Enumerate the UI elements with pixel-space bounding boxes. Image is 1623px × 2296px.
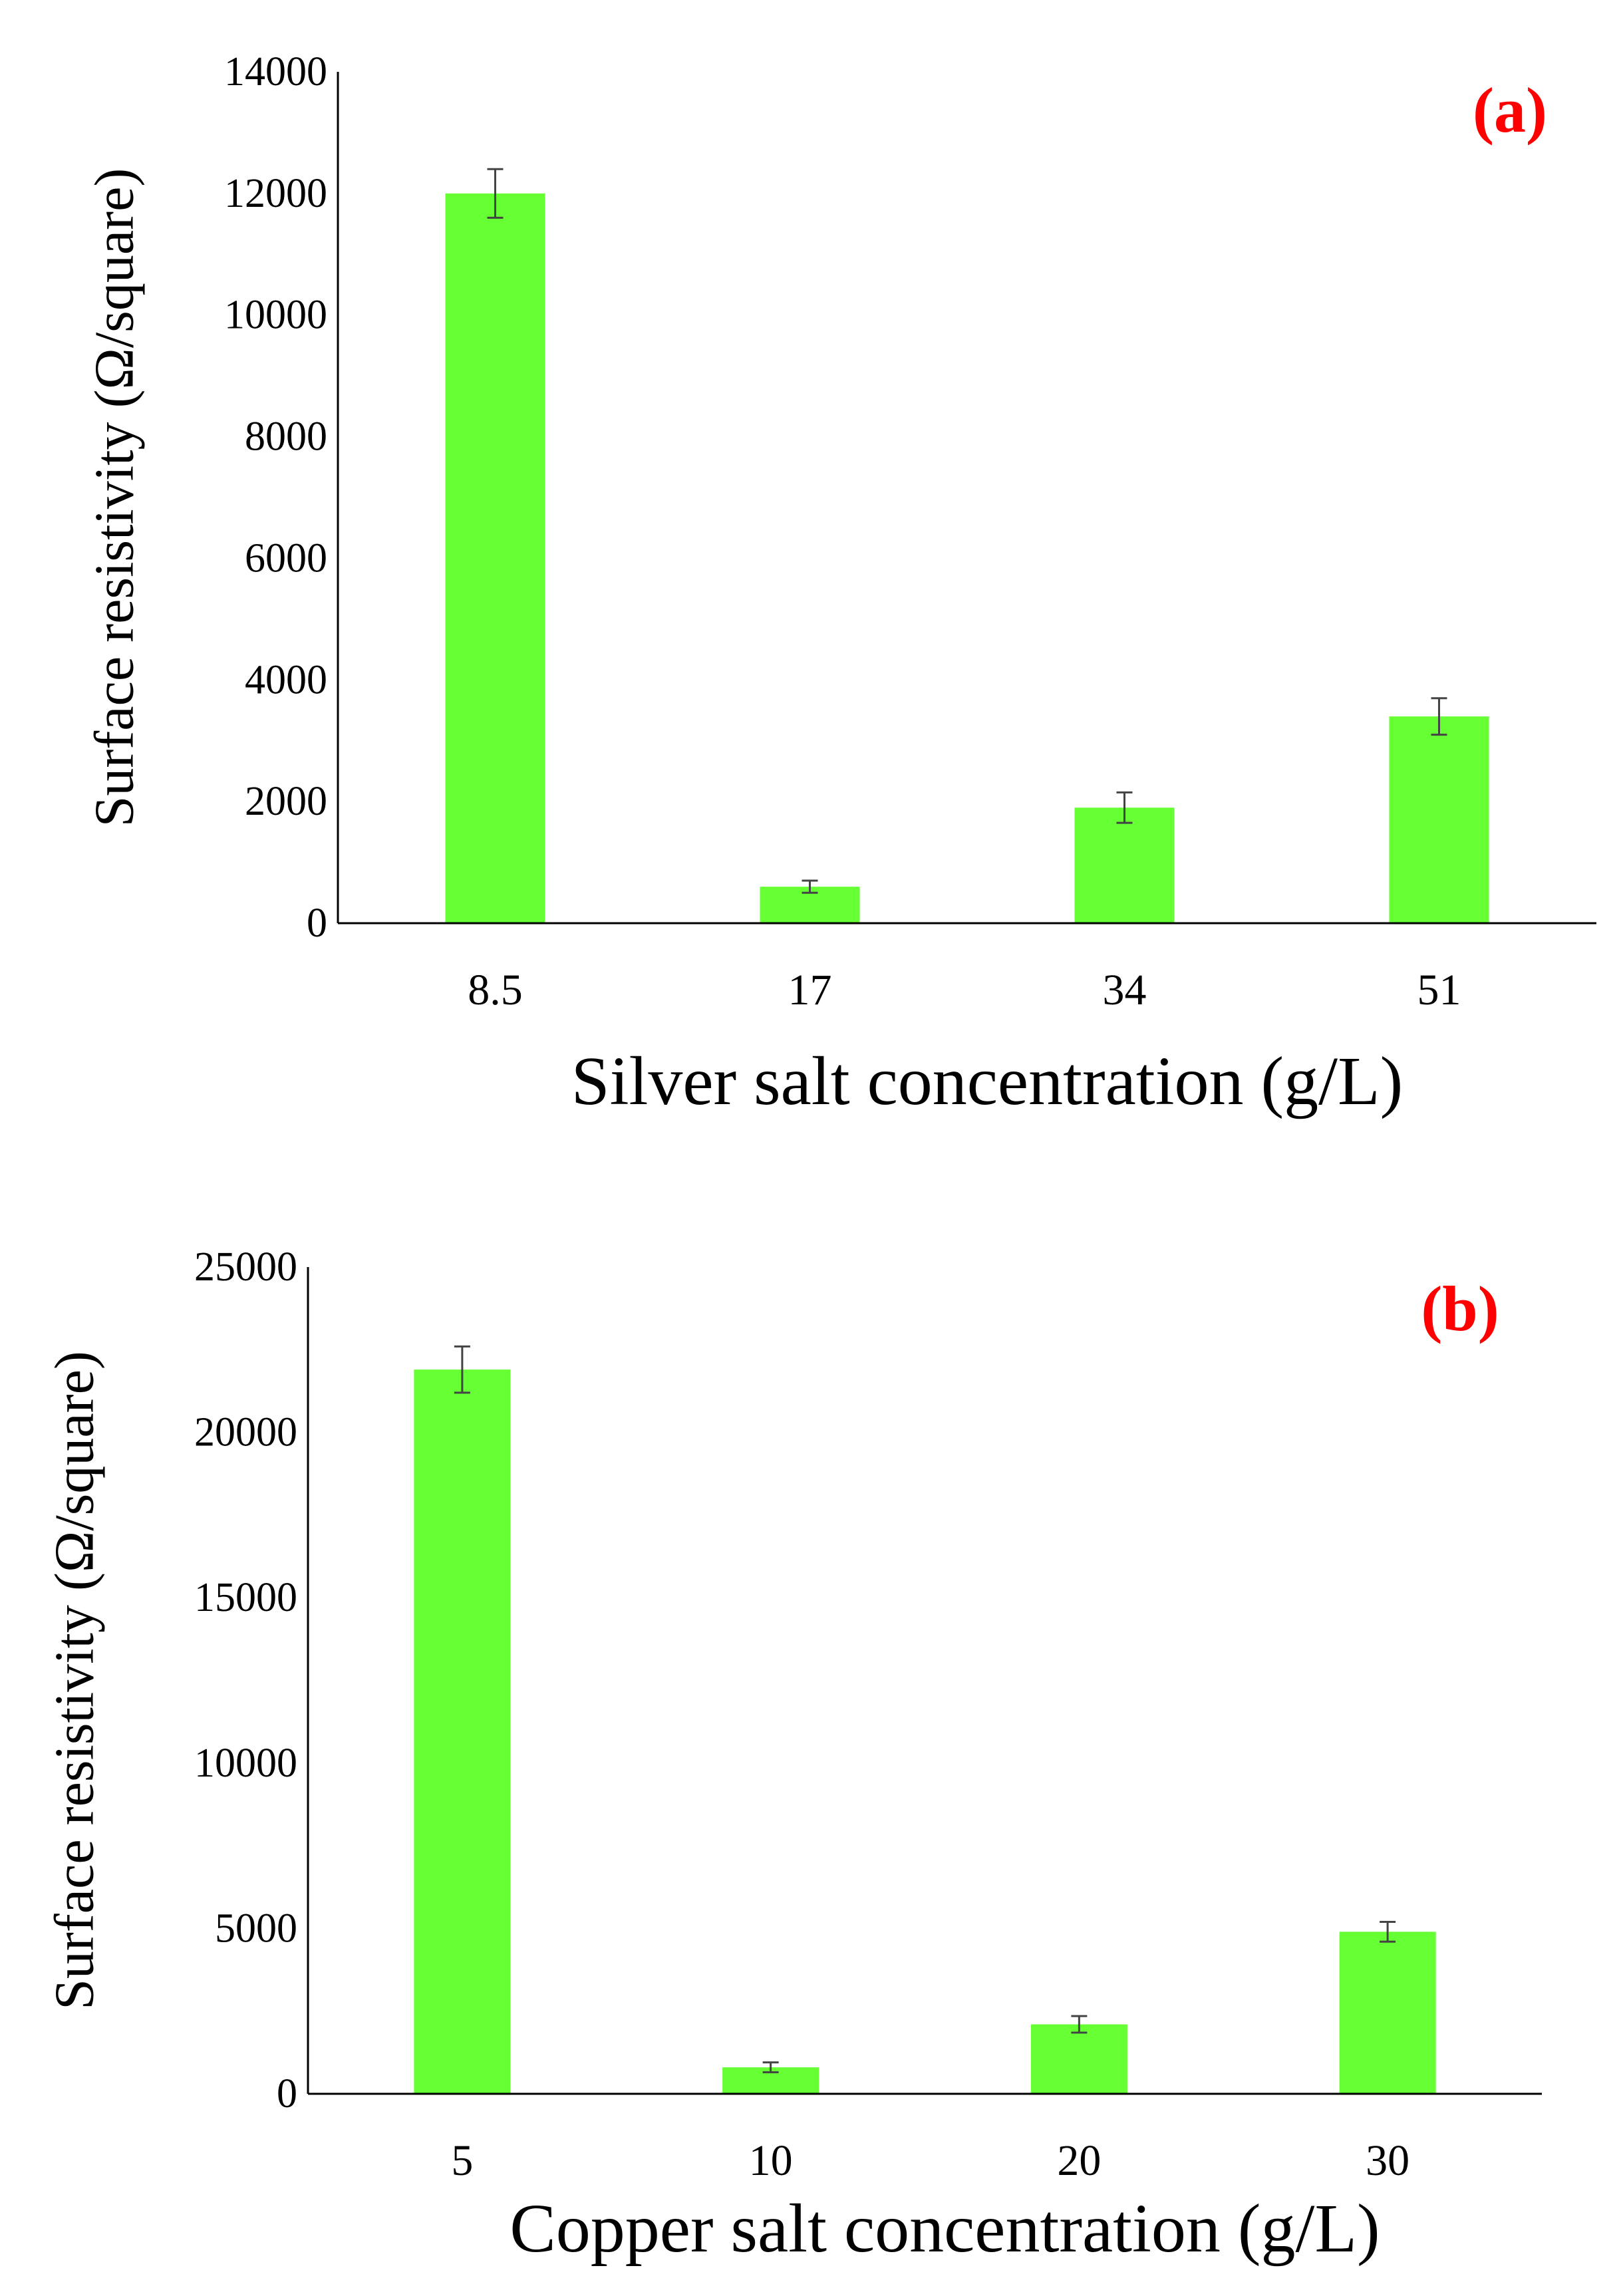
y-tick-label: 25000	[194, 1244, 297, 1290]
x-tick-label: 51	[1417, 966, 1461, 1014]
bar	[1339, 1932, 1436, 2094]
y-tick-label: 10000	[194, 1741, 297, 1786]
y-tick-label: 0	[277, 2071, 297, 2116]
bar-group	[414, 1369, 1436, 2094]
x-tick-label: 8.5	[468, 966, 523, 1014]
y-tick-label: 4000	[245, 657, 327, 702]
error-bar	[487, 168, 504, 219]
bar	[1030, 2024, 1127, 2094]
x-tick-label: 30	[1366, 2136, 1409, 2185]
x-axis-title: Silver salt concentration (g/L)	[571, 1043, 1403, 1119]
y-tick-label: 10000	[224, 293, 327, 338]
y-tick-label: 2000	[245, 779, 327, 824]
x-tick-label: 10	[749, 2136, 793, 2185]
y-axis-title: Surface resistivity (Ω/square)	[43, 1351, 105, 2010]
y-tick-label: 0	[307, 901, 327, 946]
y-tick-label: 5000	[215, 1906, 297, 1951]
error-bar	[454, 1345, 470, 1394]
bar	[1074, 807, 1175, 923]
chart-panel-a: 0 2000 4000 6000 8000 10000 12000 14000 8.5 17 34…	[83, 49, 1596, 1119]
x-tick-label: 5	[451, 2136, 473, 2185]
y-axis-title: Surface resistivity (Ω/square)	[83, 168, 145, 827]
error-bar	[762, 2061, 779, 2074]
panel-label: (b)	[1421, 1273, 1499, 1344]
y-tick-labels: 0 2000 4000 6000 8000 10000 12000 14000	[224, 49, 327, 946]
error-bar-group	[487, 168, 1447, 894]
y-tick-label: 20000	[194, 1410, 297, 1455]
y-tick-label: 6000	[245, 535, 327, 581]
error-bar	[1431, 697, 1447, 736]
x-tick-label: 17	[788, 966, 832, 1014]
x-tick-labels: 5 10 20 30	[451, 2136, 1409, 2185]
bar	[1389, 716, 1489, 923]
error-bar-group	[454, 1345, 1396, 2074]
bar	[445, 193, 545, 923]
y-tick-label: 8000	[245, 414, 327, 460]
x-axis-title: Copper salt concentration (g/L)	[510, 2190, 1380, 2267]
x-tick-labels: 8.5 17 34 51	[468, 966, 1461, 1014]
y-tick-labels: 0 5000 10000 15000 20000 25000	[194, 1244, 297, 2116]
x-tick-label: 20	[1057, 2136, 1101, 2185]
bar	[414, 1369, 511, 2094]
error-bar	[1380, 1920, 1396, 1943]
panel-label: (a)	[1473, 74, 1547, 146]
x-tick-label: 34	[1103, 966, 1147, 1014]
chart-panel-b: 0 5000 10000 15000 20000 25000 5 10 20 30 Surfac…	[43, 1244, 1542, 2267]
error-bar	[1071, 2015, 1088, 2034]
y-tick-label: 14000	[224, 49, 327, 94]
error-bar	[802, 879, 818, 894]
y-tick-label: 12000	[224, 171, 327, 216]
bar-group	[445, 193, 1489, 923]
error-bar	[1116, 791, 1133, 824]
y-tick-label: 15000	[194, 1575, 297, 1620]
